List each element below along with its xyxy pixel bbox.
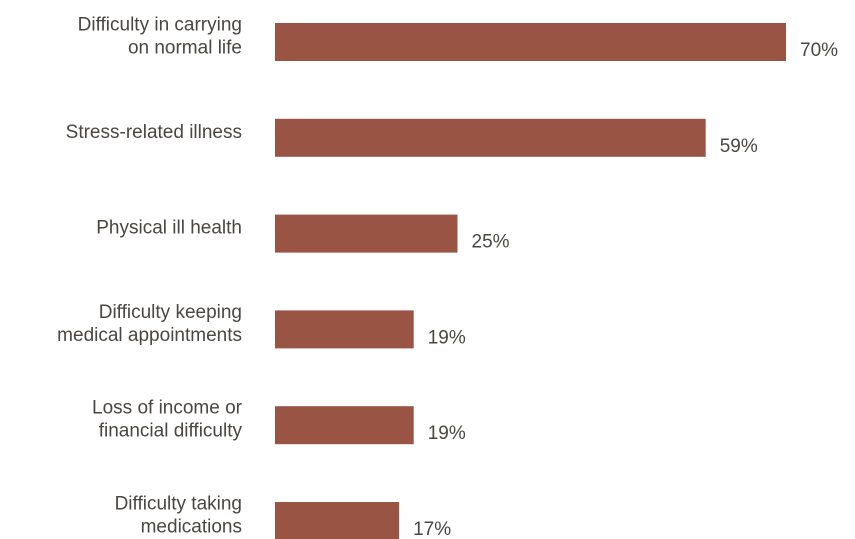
bar-0: [275, 23, 786, 61]
category-label-5: Difficulty taking medications: [115, 494, 242, 538]
bars: [275, 23, 786, 539]
bar-1: [275, 118, 706, 157]
category-label-line: on normal life: [128, 38, 242, 59]
category-label-line: Physical ill health: [96, 218, 242, 239]
category-label-line: Difficulty keeping: [99, 302, 242, 323]
value-label-2: 25%: [472, 232, 510, 253]
bar-2: [275, 214, 458, 253]
category-label-3: Difficulty keeping medical appointments: [57, 302, 242, 346]
bar-5: [275, 502, 400, 539]
value-labels: 70% 59% 25% 19% 19% 17%: [413, 40, 838, 539]
bar-4: [275, 406, 414, 445]
value-label-3: 19%: [428, 327, 466, 348]
category-label-line: Loss of income or: [92, 398, 243, 419]
category-label-line: financial difficulty: [99, 421, 243, 442]
category-label-1: Stress-related illness: [66, 122, 242, 143]
category-label-line: medications: [141, 517, 242, 538]
value-label-0: 70%: [800, 40, 838, 61]
value-label-5: 17%: [413, 519, 451, 539]
category-labels: Difficulty in carrying on normal life Stre…: [57, 15, 242, 538]
category-label-line: Stress-related illness: [66, 122, 242, 143]
value-label-1: 59%: [720, 136, 758, 157]
category-label-line: Difficulty taking: [115, 494, 242, 515]
category-label-line: medical appointments: [57, 325, 242, 346]
category-label-line: Difficulty in carrying: [78, 15, 242, 36]
category-label-4: Loss of income or financial difficulty: [92, 398, 243, 442]
category-label-2: Physical ill health: [96, 218, 242, 239]
value-label-4: 19%: [428, 423, 466, 444]
category-label-0: Difficulty in carrying on normal life: [78, 15, 242, 59]
bar-3: [275, 310, 414, 349]
